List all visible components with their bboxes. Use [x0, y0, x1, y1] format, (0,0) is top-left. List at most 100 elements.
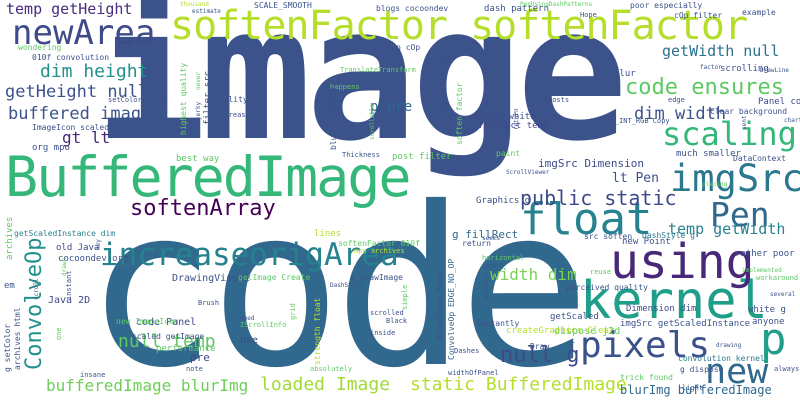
- word-old-Java: old Java: [56, 243, 100, 253]
- word-thousand: thousand: [180, 1, 209, 8]
- word-fillRect-temp: fillRect temp: [478, 121, 549, 131]
- word-ConvolveOp-EDGE_NO_OP: ConvolveOp EDGE_NO_OP: [447, 258, 456, 360]
- word-imgSrc-Dimension: imgSrc Dimension: [538, 157, 644, 170]
- word-key: key: [95, 239, 102, 250]
- word-always: always: [774, 365, 800, 373]
- word-Pen: Pen: [710, 195, 770, 234]
- word-dispose-j2d: dispose j2d: [554, 326, 621, 337]
- word-getScaledInstance-dim: getScaledInstance dim: [14, 229, 116, 238]
- word-estimate: estimate: [192, 8, 221, 15]
- word-org-mpo: org mpo: [32, 143, 70, 153]
- word-workaround: workaround: [756, 274, 799, 282]
- word-absolutely: absolutely: [310, 365, 353, 373]
- word-archives-html: archives html: [13, 307, 22, 370]
- word-image: image: [95, 0, 628, 182]
- word-Black: Black: [386, 317, 408, 325]
- word-cocoondev-org: cocoondev org: [58, 254, 129, 264]
- word-bufferedImage-blurImg: bufferedImage blurImg: [46, 376, 249, 395]
- word-dim-width: dim width: [634, 104, 727, 124]
- word-null-temp: null temp: [118, 331, 216, 352]
- word-placing: placing: [702, 181, 728, 188]
- word-anyone: anyone: [752, 317, 785, 327]
- word-grid: grid: [289, 303, 297, 320]
- word-decreased: decreased: [216, 111, 254, 119]
- word-edge: edge: [668, 96, 685, 104]
- word-em: em: [4, 281, 15, 291]
- word-explain: explain: [483, 274, 490, 300]
- word-return-cOp: return cOp: [372, 43, 421, 52]
- word-increaseorigArea: increaseorigArea: [100, 237, 399, 273]
- word-poor-especially: poor especially: [630, 1, 703, 10]
- word-chart: chart: [784, 117, 800, 124]
- word-drawImage-temp: drawImage temp: [435, 272, 444, 340]
- word-src-soften: src soften: [584, 232, 633, 241]
- word-DashStyle: DashStyle: [330, 282, 363, 289]
- word-DrawLine: DrawLine: [760, 67, 789, 74]
- word-TranslateTransform: TranslateTransform: [340, 66, 416, 74]
- word-scrolled: scrolled: [370, 309, 404, 317]
- word-Color-white: Color white: [476, 112, 536, 122]
- word-imgSrc: imgSrc: [670, 157, 800, 200]
- word-shed: shed: [240, 315, 255, 322]
- word-Graphics-g: Graphics g: [476, 196, 531, 206]
- word-several: several: [770, 291, 796, 298]
- word-blur: blur: [614, 69, 636, 79]
- word-createGraphics-Clear: createGraphics Clear: [506, 326, 615, 336]
- word-pixels: pixels: [580, 325, 711, 366]
- word-code-Panel: code Panel: [136, 317, 197, 328]
- word-static-BufferedImage: static BufferedImage: [410, 374, 627, 395]
- word-Brush: Brush: [198, 299, 220, 307]
- word-factor: factor: [700, 64, 722, 71]
- word-happens: happens: [330, 83, 360, 91]
- word-seems: seems: [482, 235, 501, 242]
- word-g-drawImage: g drawImage: [350, 273, 403, 282]
- word-scaling: scaling: [662, 115, 797, 153]
- word-newArea: newArea: [12, 13, 156, 53]
- word-blurImg-bufferedImage: blurImg bufferedImage: [620, 383, 772, 397]
- word-want: want: [486, 262, 503, 270]
- word-strength-float: strength float: [313, 297, 322, 365]
- word-blogs-cocoondev: blogs cocoondev: [376, 4, 449, 13]
- word-Hope: Hope: [580, 11, 597, 19]
- word-never: never: [195, 71, 202, 90]
- word-scrollable: scrollable: [369, 103, 376, 140]
- word-inside: inside: [370, 329, 396, 337]
- word-g-setColor: g setColor: [3, 323, 12, 372]
- word-DrawingVisual: DrawingVisual: [172, 273, 251, 284]
- word-getHeight-null: getHeight null: [5, 82, 149, 102]
- word-setColor-Color: setColor Color: [108, 96, 168, 104]
- word-mpo-archives: mpo archives: [354, 247, 405, 255]
- word-simple: simple: [401, 284, 409, 310]
- word-trick-found: trick found: [620, 373, 673, 382]
- word-ConvolveOp: ConvolveOp: [22, 237, 47, 370]
- word-best-way: best way: [176, 154, 220, 164]
- word-Clear-background: Clear background: [710, 107, 788, 116]
- word-new: new: [705, 352, 769, 392]
- word-widthOfPanel: widthOfPanel: [448, 369, 499, 377]
- word-getWidth-null: getWidth null: [662, 42, 780, 60]
- word-archives: archives: [5, 216, 15, 260]
- word-g-dispose: g dispose: [680, 365, 724, 374]
- word-perceived-quality: perceived quality: [566, 283, 648, 292]
- word-highest-quality: highest quality: [179, 62, 188, 135]
- word-use: use: [240, 335, 259, 346]
- word-scaled-getImage: scaled getImage: [132, 332, 205, 341]
- word-jerky: jerky: [195, 101, 202, 120]
- word-softenArray: softenArray: [130, 196, 276, 221]
- word-pre: pre: [190, 351, 210, 364]
- word-post-filter: post filter: [392, 152, 452, 162]
- word-cOp-filter: cOp filter: [674, 11, 723, 20]
- word-instantly: instantly: [476, 319, 520, 328]
- word-Java-2D: Java 2D: [48, 295, 91, 306]
- word-top: top: [567, 339, 575, 352]
- word-using: using: [610, 234, 755, 290]
- word-convolution-kernel: convolution kernel: [678, 354, 765, 363]
- word-scrolling: scrolling: [720, 64, 769, 74]
- word-Draw: Draw: [530, 342, 550, 351]
- word-loaded-Image: loaded Image: [260, 374, 391, 395]
- word-Dimension-dim: Dimension dim: [626, 304, 697, 314]
- word-hosts: hosts: [548, 96, 570, 104]
- word-TYPE_INT_RGB-Copy: TYPE_INT_RGB Copy: [598, 117, 670, 125]
- word-Panel-code: Panel code: [758, 97, 800, 107]
- word-DataContext: DataContext: [733, 154, 786, 163]
